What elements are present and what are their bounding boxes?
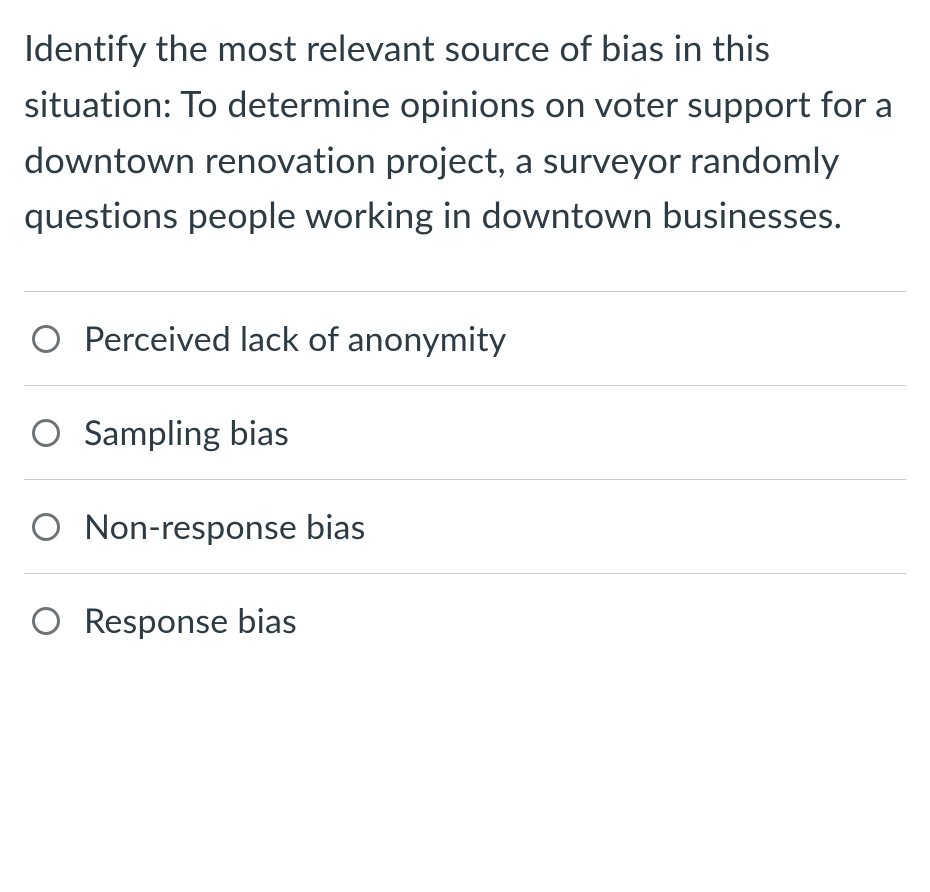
radio-icon <box>32 325 60 353</box>
option-label: Sampling bias <box>84 412 289 453</box>
radio-icon <box>32 419 60 447</box>
option-response-bias[interactable]: Response bias <box>24 574 906 667</box>
option-sampling-bias[interactable]: Sampling bias <box>24 386 906 480</box>
question-text: Identify the most relevant source of bia… <box>24 20 906 243</box>
option-label: Perceived lack of anonymity <box>84 318 506 359</box>
option-label: Non-response bias <box>84 506 366 547</box>
options-group: Perceived lack of anonymity Sampling bia… <box>24 291 906 667</box>
radio-icon <box>32 607 60 635</box>
radio-icon <box>32 513 60 541</box>
option-label: Response bias <box>84 600 297 641</box>
option-perceived-lack-of-anonymity[interactable]: Perceived lack of anonymity <box>24 292 906 386</box>
option-non-response-bias[interactable]: Non-response bias <box>24 480 906 574</box>
